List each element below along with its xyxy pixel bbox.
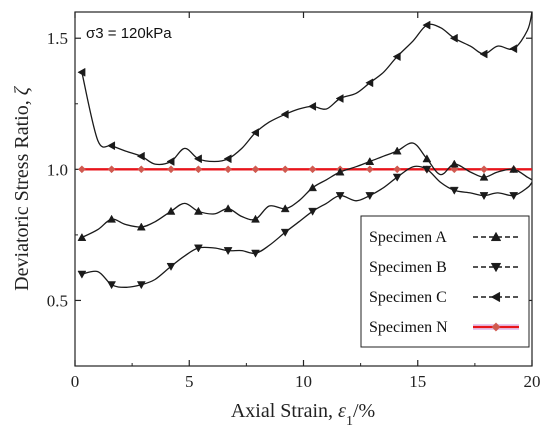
y-axis-title: Deviatoric Stress Ratio, ζ — [11, 85, 33, 291]
specimen-a-point — [223, 204, 233, 213]
x-tick-label: 15 — [409, 372, 426, 391]
specimen-a-point — [422, 154, 432, 163]
specimen-a-point — [280, 204, 290, 213]
specimen-c-point — [166, 157, 175, 166]
specimen-n-point — [137, 165, 146, 174]
specimen-n-point — [281, 165, 290, 174]
specimen-n-point — [308, 165, 317, 174]
legend-label: Specimen B — [369, 259, 447, 276]
legend-label: Specimen C — [369, 289, 447, 306]
specimen-a-series — [77, 142, 532, 241]
specimen-a-point — [107, 214, 117, 223]
specimen-b-point — [193, 244, 203, 253]
specimen-c-point — [280, 109, 289, 119]
specimen-a-point — [509, 164, 519, 173]
specimen-a-point — [77, 232, 87, 241]
specimen-b-point — [223, 247, 233, 256]
specimen-c-point — [250, 128, 259, 138]
specimen-a-point — [136, 222, 146, 231]
specimen-b-point — [136, 281, 146, 290]
specimen-b-point — [365, 192, 375, 201]
specimen-n-point — [194, 165, 203, 174]
specimen-b-point — [509, 192, 519, 201]
y-tick-label: 1.5 — [47, 29, 68, 48]
legend-label: Specimen N — [369, 319, 448, 336]
specimen-a-point — [479, 172, 489, 181]
specimen-c-point — [422, 20, 431, 30]
specimen-c-point — [223, 154, 232, 164]
legend-swatch-marker — [491, 322, 501, 332]
legend-item-specimen-b: Specimen B — [369, 259, 519, 276]
specimen-a-point — [335, 167, 345, 176]
specimen-b-point — [479, 192, 489, 201]
specimen-a-point — [308, 183, 318, 192]
specimen-a-point — [449, 159, 459, 168]
specimen-c-point — [449, 33, 458, 43]
condition-annotation: σ3 = 120kPa — [86, 25, 172, 42]
x-tick-label: 5 — [185, 372, 194, 391]
specimen-b-point — [392, 173, 402, 182]
specimen-n-point — [365, 165, 374, 174]
specimen-n-point — [77, 165, 86, 174]
specimen-b-point — [422, 165, 432, 174]
specimen-a-point — [251, 214, 260, 223]
specimen-b-point — [280, 228, 290, 237]
specimen-b-point — [308, 207, 318, 216]
specimen-c-point — [509, 44, 518, 54]
legend-swatch-marker — [490, 262, 502, 273]
specimen-n-point — [167, 165, 175, 174]
specimen-b-point — [107, 281, 117, 290]
legend-swatch-marker — [490, 231, 502, 242]
specimen-n-point — [251, 165, 260, 174]
legend-item-specimen-n: Specimen N — [369, 319, 519, 336]
legend-swatch-marker — [490, 291, 501, 303]
x-tick-label: 0 — [71, 372, 80, 391]
specimen-c-point — [193, 154, 202, 164]
specimen-c-point — [365, 78, 374, 88]
x-axis-title: Axial Strain, ε1/% — [231, 400, 375, 429]
specimen-a-point — [365, 156, 375, 165]
y-tick-label: 1.0 — [47, 160, 68, 179]
specimen-a-point — [392, 146, 402, 155]
specimen-b-point — [251, 249, 260, 258]
specimen-n-point — [224, 165, 233, 174]
specimen-c-series — [77, 12, 532, 166]
specimen-b-point — [166, 262, 176, 271]
specimen-a-point — [166, 206, 176, 215]
specimen-c-point — [392, 52, 401, 62]
specimen-c-point — [308, 101, 317, 111]
specimen-n-point — [107, 165, 116, 174]
specimen-n-point — [393, 165, 402, 174]
legend-item-specimen-a: Specimen A — [369, 229, 519, 246]
y-tick-label: 0.5 — [47, 291, 68, 310]
specimen-b-point — [335, 192, 345, 201]
specimen-c-point — [107, 141, 116, 151]
specimen-b-series — [77, 165, 532, 290]
specimen-c-point — [136, 151, 145, 161]
legend: Specimen A Specimen B Specimen C Specimen N — [360, 215, 530, 348]
specimen-c-point — [335, 94, 344, 103]
x-tick-label: 20 — [524, 372, 541, 391]
axis-ticks: 0 5 10 15 20 0.5 1.0 1.5 — [47, 12, 541, 391]
specimen-a-point — [193, 206, 203, 215]
specimen-c-point — [479, 49, 488, 59]
specimen-c-point — [77, 67, 86, 77]
specimen-b-point — [77, 270, 87, 279]
legend-label: Specimen A — [369, 229, 447, 246]
series-layer — [77, 12, 532, 290]
legend-item-specimen-c: Specimen C — [369, 289, 519, 306]
x-tick-label: 10 — [295, 372, 312, 391]
specimen-b-point — [449, 186, 459, 195]
